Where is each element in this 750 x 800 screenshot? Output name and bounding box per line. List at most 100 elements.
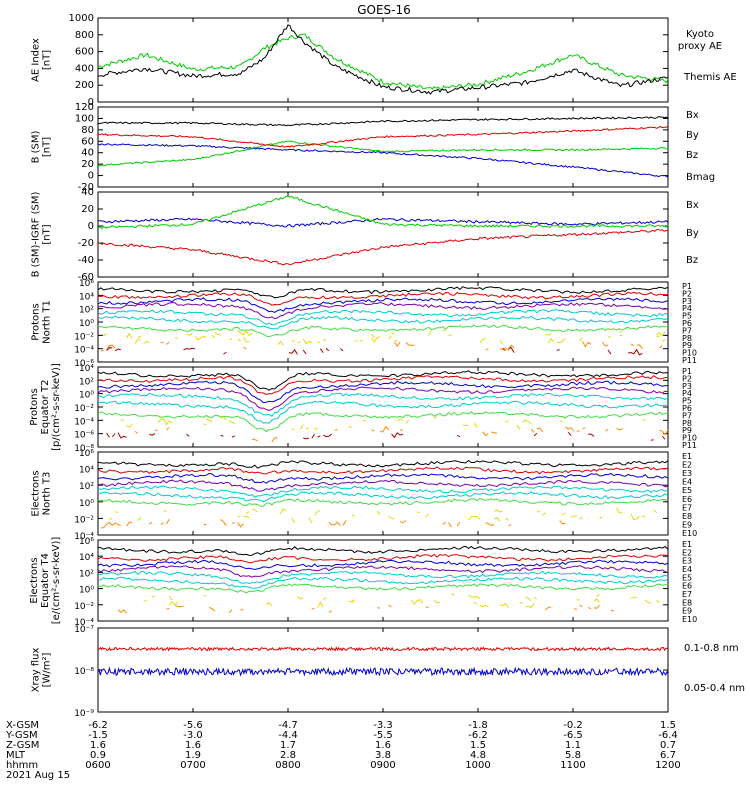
series-line-bsm-3 bbox=[97, 116, 669, 127]
x-axis-value: -3.3 bbox=[373, 720, 393, 731]
series-label: E8 bbox=[682, 598, 692, 607]
y-tick-label: 10⁻⁸ bbox=[74, 444, 94, 454]
y-tick-label: 200 bbox=[75, 80, 94, 91]
x-axis-value: -4.7 bbox=[278, 720, 298, 731]
series-line-xray-1 bbox=[97, 666, 669, 677]
x-axis-value: 1100 bbox=[560, 760, 585, 771]
series-label: E2 bbox=[682, 548, 692, 557]
x-axis-value: -5.5 bbox=[373, 730, 393, 741]
y-tick-label: 800 bbox=[75, 30, 94, 41]
x-axis-value: 0900 bbox=[370, 760, 395, 771]
y-tick-label: -60 bbox=[78, 272, 94, 283]
series-line-prot2-5 bbox=[97, 400, 668, 424]
series-line-prot1-1 bbox=[97, 291, 669, 306]
x-axis-value: 1.6 bbox=[185, 740, 201, 751]
series-label: E2 bbox=[682, 461, 692, 470]
series-line-elec4-1 bbox=[97, 553, 669, 564]
y-tick-label: 10⁻⁷ bbox=[74, 625, 94, 635]
y-axis-label: [e/(cm²-s-sr-keV)] bbox=[51, 537, 62, 625]
x-axis-value: 0600 bbox=[85, 760, 110, 771]
y-tick-label: 120 bbox=[75, 102, 94, 113]
series-line-elec3-5 bbox=[97, 491, 669, 503]
y-tick-label: 10⁻⁴ bbox=[74, 532, 94, 542]
series-label: E4 bbox=[682, 478, 692, 487]
y-tick-label: 40 bbox=[81, 187, 94, 198]
series-line-bigrf-1 bbox=[97, 195, 669, 230]
y-tick-label: 20 bbox=[81, 159, 94, 170]
series-label: E4 bbox=[682, 565, 692, 574]
series-line-prot1-7 bbox=[103, 329, 666, 340]
series-label: E6 bbox=[682, 495, 692, 504]
series-line-elec4-0 bbox=[97, 545, 669, 556]
y-tick-label: 10⁴ bbox=[79, 364, 94, 374]
y-tick-label: 10⁻² bbox=[74, 602, 94, 612]
y-tick-label: 10⁶ bbox=[79, 537, 94, 547]
y-axis-label: B (SM) bbox=[31, 130, 42, 163]
series-label: P4 bbox=[682, 389, 692, 398]
legend-label: Bz bbox=[686, 255, 698, 266]
series-line-bigrf-2 bbox=[97, 229, 669, 266]
series-label: P8 bbox=[682, 419, 692, 428]
y-tick-label: 0 bbox=[88, 171, 94, 182]
series-label: P2 bbox=[682, 289, 692, 298]
legend-label: Bx bbox=[686, 200, 699, 211]
y-tick-label: 10⁶ bbox=[79, 279, 94, 289]
x-axis-value: 1200 bbox=[655, 760, 680, 771]
panel-frame-0 bbox=[97, 17, 669, 103]
series-line-prot2-2 bbox=[97, 380, 668, 404]
series-line-elec4-2 bbox=[97, 559, 669, 570]
x-axis-value: -6.5 bbox=[563, 730, 583, 741]
y-tick-label: 10⁻⁴ bbox=[74, 346, 94, 356]
x-axis-value: 4.8 bbox=[470, 750, 486, 761]
series-line-prot2-9 bbox=[134, 425, 669, 443]
y-tick-label: 400 bbox=[75, 63, 94, 74]
x-axis-value: 2.8 bbox=[280, 750, 296, 761]
legend-label: Bmag bbox=[686, 172, 715, 183]
x-axis-date: 2021 Aug 15 bbox=[6, 770, 70, 781]
legend-label: 0.05-0.4 nm bbox=[684, 683, 745, 694]
series-label: P11 bbox=[682, 441, 697, 450]
series-line-prot2-3 bbox=[97, 386, 669, 412]
x-axis-value: 0700 bbox=[180, 760, 205, 771]
y-tick-label: -20 bbox=[78, 238, 94, 249]
series-label: P8 bbox=[682, 334, 692, 343]
series-line-ae-1 bbox=[97, 24, 669, 95]
x-axis-value: 0.9 bbox=[90, 750, 106, 761]
series-label: P7 bbox=[682, 326, 692, 335]
y-tick-label: 10⁰ bbox=[79, 391, 94, 401]
series-label: E1 bbox=[682, 452, 692, 461]
y-axis-label: [nT] bbox=[42, 137, 53, 157]
y-tick-label: 10⁰ bbox=[79, 586, 94, 596]
series-label: E6 bbox=[682, 582, 692, 591]
y-axis-label: Protons bbox=[29, 388, 40, 425]
y-tick-label: 10⁶ bbox=[79, 449, 94, 459]
legend-label: Bz bbox=[686, 150, 698, 161]
x-axis-value: -6.2 bbox=[88, 720, 108, 731]
x-axis-value: 5.8 bbox=[565, 750, 581, 761]
series-label: E1 bbox=[682, 540, 692, 549]
series-label: E7 bbox=[682, 590, 692, 599]
y-axis-label: North T1 bbox=[42, 300, 53, 344]
series-line-elec3-4 bbox=[97, 485, 669, 498]
y-tick-label: 20 bbox=[81, 204, 94, 215]
y-tick-label: 0 bbox=[88, 97, 94, 108]
y-axis-label: B (SM)-IGRF (SM) bbox=[31, 192, 42, 278]
series-label: P4 bbox=[682, 304, 692, 313]
y-axis-label: [nT] bbox=[42, 224, 53, 244]
legend-label: Themis AE bbox=[683, 72, 737, 83]
x-axis-value: -3.0 bbox=[183, 730, 203, 741]
y-tick-label: 10⁴ bbox=[79, 466, 94, 476]
series-label: E3 bbox=[682, 469, 692, 478]
series-label: P10 bbox=[682, 434, 697, 443]
y-tick-label: 10⁻² bbox=[74, 332, 94, 342]
y-tick-label: 10² bbox=[79, 482, 94, 492]
series-label: E9 bbox=[682, 607, 692, 616]
y-axis-label: Protons bbox=[31, 303, 42, 340]
x-axis-value: 1.5 bbox=[470, 740, 486, 751]
y-axis-label: Equator T2 bbox=[40, 380, 51, 435]
series-line-prot1-8 bbox=[134, 334, 666, 346]
x-axis-value: 1.6 bbox=[90, 740, 106, 751]
y-tick-label: 100 bbox=[75, 113, 94, 124]
series-line-elec3-0 bbox=[97, 459, 669, 469]
series-label: E3 bbox=[682, 557, 692, 566]
